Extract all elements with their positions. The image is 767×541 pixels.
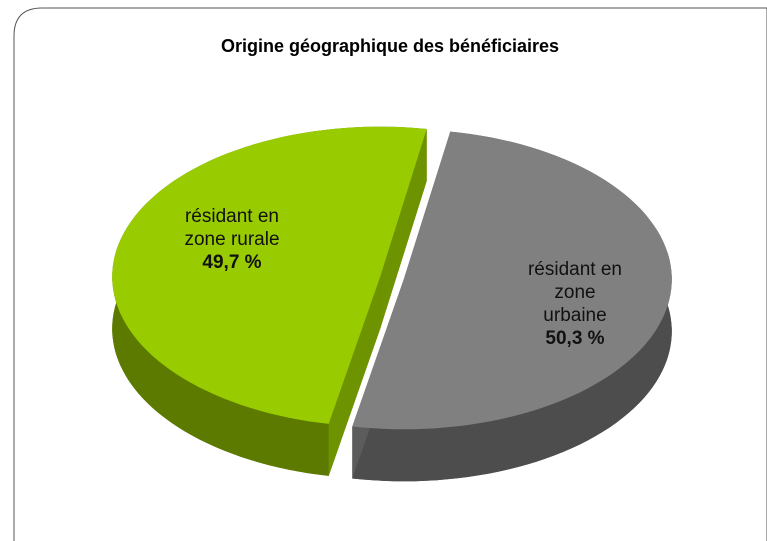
slice-cut-face [380,129,427,329]
category-label: résidant en zone urbaine [527,259,622,326]
value-label: 50,3 % [545,328,605,349]
chart-title: Origine géographique des bénéficiaires [221,36,559,56]
frame [13,7,767,541]
category-label: résidant en zone rurale [184,206,280,250]
pie-slice [352,131,672,430]
slice-label: résidant en zone urbaine 50,3 % [525,258,625,350]
pie-slice [112,126,427,424]
value-label: 49,7 % [202,252,262,273]
slice-cut-face [328,276,381,476]
slice-label: résidant en zone rurale 49,7 % [172,205,292,274]
